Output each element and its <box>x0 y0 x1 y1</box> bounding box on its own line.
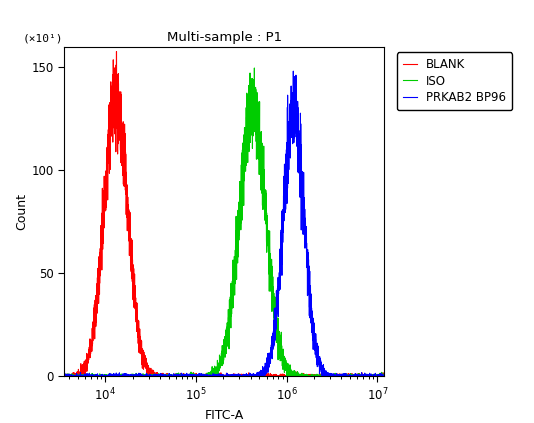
Line: BLANK: BLANK <box>64 52 384 376</box>
BLANK <box>61 374 67 379</box>
Line: PRKAB2 BP96: PRKAB2 BP96 <box>64 71 384 376</box>
PRKAB2 BP96 <box>356 374 362 379</box>
ISO <box>195 374 202 379</box>
ISO <box>61 374 67 379</box>
ISO <box>213 367 219 372</box>
PRKAB2 BP96 <box>372 374 378 379</box>
ISO <box>356 371 362 376</box>
ISO <box>372 374 378 379</box>
Y-axis label: Count: Count <box>15 193 29 230</box>
BLANK <box>213 373 219 378</box>
BLANK <box>381 374 388 379</box>
BLANK <box>61 374 67 379</box>
BLANK <box>356 374 362 379</box>
BLANK <box>113 49 120 54</box>
ISO <box>251 66 257 71</box>
ISO <box>198 374 205 379</box>
Title: Multi-sample : P1: Multi-sample : P1 <box>167 31 282 44</box>
PRKAB2 BP96 <box>198 374 205 379</box>
PRKAB2 BP96 <box>381 371 388 376</box>
Text: (×10¹): (×10¹) <box>22 33 63 43</box>
Legend: BLANK, ISO, PRKAB2 BP96: BLANK, ISO, PRKAB2 BP96 <box>397 52 512 110</box>
BLANK <box>294 374 300 379</box>
BLANK <box>372 374 378 379</box>
PRKAB2 BP96 <box>213 374 219 379</box>
BLANK <box>198 374 205 379</box>
PRKAB2 BP96 <box>294 118 300 123</box>
PRKAB2 BP96 <box>61 374 67 379</box>
ISO <box>294 374 300 379</box>
X-axis label: FITC-A: FITC-A <box>205 409 244 422</box>
PRKAB2 BP96 <box>290 69 296 74</box>
ISO <box>61 372 67 377</box>
PRKAB2 BP96 <box>195 374 202 379</box>
Line: ISO: ISO <box>64 68 384 376</box>
BLANK <box>195 374 202 379</box>
ISO <box>381 373 388 378</box>
